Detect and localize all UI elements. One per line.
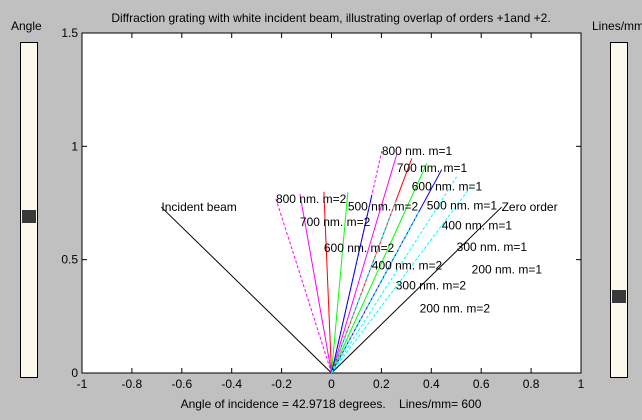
ray-zero-order (331, 206, 502, 374)
ray-400-nm-m-2 (331, 195, 373, 374)
ray-label: 400 nm. m=1 (442, 219, 513, 233)
ray-label: 600 nm. m=2 (324, 241, 395, 255)
x-tick-label: 0.6 (473, 377, 490, 391)
y-tick-label: 1.5 (61, 26, 78, 40)
angle-slider-label: Angle (11, 19, 42, 33)
chart-title: Diffraction grating with white incident … (111, 11, 550, 25)
ray-600-nm-m-1 (331, 158, 413, 374)
ray-500-nm-m-1 (331, 163, 428, 374)
y-tick-label: 1 (71, 139, 78, 153)
ray-label: 800 nm. m=2 (276, 192, 347, 206)
angle-slider-thumb[interactable] (22, 209, 36, 223)
ray-label: 500 nm. m=1 (427, 198, 498, 212)
plot-area (81, 32, 582, 374)
ray-700-nm-m-1 (331, 154, 398, 374)
ray-label: Incident beam (161, 200, 236, 214)
ray-500-nm-m-2 (331, 192, 349, 374)
ray-label: 200 nm. m=1 (472, 262, 543, 276)
ray-800-nm-m-2 (275, 198, 332, 374)
ray-300-nm-m-2 (331, 201, 397, 374)
x-axis-label: Angle of incidence = 42.9718 degrees. Li… (181, 397, 482, 411)
ray-incident-beam (161, 206, 332, 374)
y-tick-label: 0.5 (61, 253, 78, 267)
ray-600-nm-m-2 (323, 191, 332, 374)
ray-label: 500 nm. m=2 (348, 199, 419, 213)
ray-700-nm-m-2 (299, 193, 332, 374)
ray-label: 200 nm. m=2 (420, 301, 491, 315)
ray-200-nm-m-1 (331, 185, 473, 374)
ray-label: Zero order (502, 200, 558, 214)
x-tick-label: -0.8 (122, 377, 143, 391)
ray-label: 300 nm. m=2 (396, 278, 467, 292)
x-tick-label: -0.6 (171, 377, 192, 391)
lines-slider-label: Lines/mm (592, 19, 642, 33)
x-tick-label: -1 (77, 377, 88, 391)
x-tick-label: 1 (578, 377, 585, 391)
x-tick-label: 0 (328, 377, 335, 391)
x-tick-label: 0.2 (373, 377, 390, 391)
y-tick-label: 0 (71, 366, 78, 380)
x-tick-label: -0.4 (221, 377, 242, 391)
x-tick-label: -0.2 (271, 377, 292, 391)
angle-slider[interactable] (20, 42, 38, 378)
x-tick-label: 0.4 (423, 377, 440, 391)
ray-label: 800 nm. m=1 (382, 144, 453, 158)
ray-label: 600 nm. m=1 (412, 179, 483, 193)
ray-300-nm-m-1 (331, 176, 458, 374)
ray-label: 700 nm. m=1 (397, 161, 468, 175)
ray-label: 700 nm. m=2 (300, 215, 371, 229)
x-tick-label: 0.8 (523, 377, 540, 391)
lines-per-mm-slider[interactable] (610, 42, 628, 378)
lines-slider-thumb[interactable] (612, 290, 626, 304)
ray-200-nm-m-2 (331, 210, 421, 374)
ray-label: 300 nm. m=1 (457, 240, 528, 254)
ray-label: 400 nm. m=2 (372, 258, 443, 272)
